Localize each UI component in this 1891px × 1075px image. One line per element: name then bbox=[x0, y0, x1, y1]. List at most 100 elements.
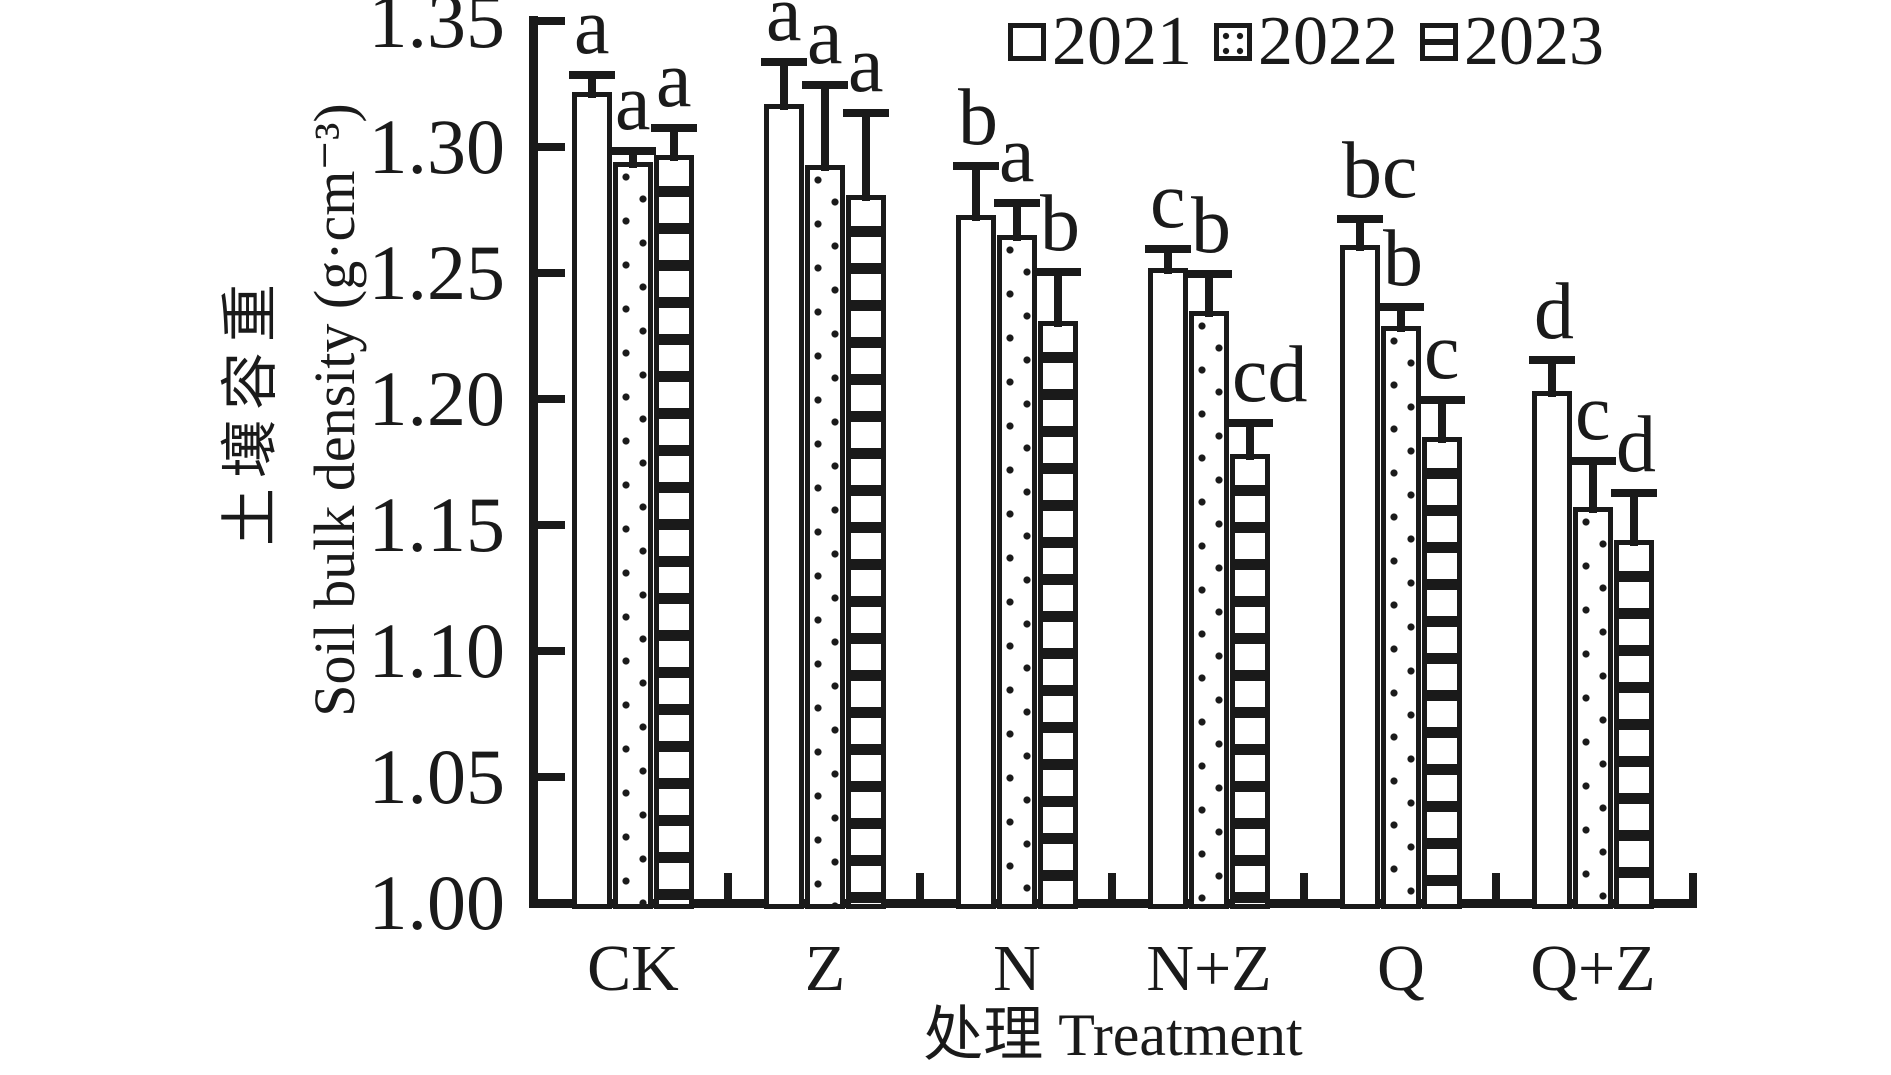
y-axis-tick bbox=[538, 17, 565, 25]
error-cap-Q-2023 bbox=[1419, 396, 1465, 405]
x-category-label-N: N bbox=[993, 932, 1041, 1005]
sig-letter-N+Z-2022: b bbox=[1191, 182, 1231, 271]
error-stem-CK-2022 bbox=[629, 154, 637, 169]
error-stem-Z-2021 bbox=[780, 66, 788, 111]
y-axis-tick bbox=[538, 773, 565, 781]
error-stem-Z-2022 bbox=[821, 89, 829, 171]
bar-N-2022 bbox=[997, 235, 1037, 909]
bar-N-2021 bbox=[956, 215, 996, 909]
bar-N+Z-2021 bbox=[1148, 267, 1188, 909]
x-group-tick bbox=[916, 873, 924, 899]
bar-CK-2022 bbox=[613, 162, 653, 909]
y-tick-label-1.35: 1.35 bbox=[368, 0, 506, 64]
x-group-tick bbox=[1492, 873, 1500, 899]
legend-swatch-2021-icon bbox=[1008, 23, 1046, 61]
y-axis-tick bbox=[538, 899, 565, 907]
sig-letter-Q-2022: b bbox=[1383, 214, 1423, 303]
bar-Z-2021 bbox=[764, 104, 804, 909]
legend: 2021 2022 2023 bbox=[1008, 4, 1626, 80]
error-cap-CK-2023 bbox=[651, 123, 697, 132]
y-tick-label-1.00: 1.00 bbox=[368, 859, 506, 946]
y-tick-label-1.30: 1.30 bbox=[368, 103, 506, 190]
sig-letter-N+Z-2023: cd bbox=[1232, 330, 1308, 419]
error-cap-N-2021 bbox=[953, 161, 999, 170]
sig-letter-CK-2023: a bbox=[656, 35, 692, 124]
y-tick-label-1.20: 1.20 bbox=[368, 355, 506, 442]
legend-label-2021: 2021 bbox=[1052, 3, 1192, 80]
error-stem-Q-2022 bbox=[1397, 310, 1405, 332]
bar-CK-2021 bbox=[572, 91, 612, 909]
error-stem-CK-2023 bbox=[670, 131, 678, 161]
bar-N+Z-2023 bbox=[1230, 454, 1270, 909]
y-tick-label-1.15: 1.15 bbox=[368, 481, 506, 568]
bar-N-2023 bbox=[1038, 320, 1078, 909]
y-axis-tick bbox=[538, 269, 565, 277]
sig-letter-N+Z-2021: c bbox=[1150, 156, 1186, 245]
x-group-tick bbox=[1108, 873, 1116, 899]
sig-letter-N-2022: a bbox=[999, 111, 1035, 200]
x-category-label-CK: CK bbox=[587, 932, 679, 1005]
sig-letter-N-2023: b bbox=[1040, 179, 1080, 268]
error-cap-Q+Z-2021 bbox=[1529, 355, 1575, 364]
x-group-tick bbox=[1300, 873, 1308, 899]
x-group-tick bbox=[724, 873, 732, 899]
error-cap-N-2023 bbox=[1035, 267, 1081, 276]
error-stem-Q+Z-2021 bbox=[1548, 363, 1556, 398]
error-stem-Q+Z-2022 bbox=[1589, 464, 1597, 514]
sig-letter-Q+Z-2021: d bbox=[1534, 267, 1574, 356]
sig-letter-Z-2021: a bbox=[766, 0, 802, 59]
error-cap-N+Z-2023 bbox=[1227, 418, 1273, 427]
x-axis-line bbox=[529, 899, 1697, 908]
legend-item-2021: 2021 bbox=[1008, 4, 1192, 80]
bar-N+Z-2022 bbox=[1189, 310, 1229, 909]
error-stem-N-2022 bbox=[1013, 207, 1021, 242]
error-stem-Q+Z-2023 bbox=[1630, 497, 1638, 547]
bar-Z-2023 bbox=[846, 194, 886, 909]
bar-Q+Z-2022 bbox=[1573, 507, 1613, 909]
error-stem-Z-2023 bbox=[862, 116, 870, 201]
error-cap-Q-2022 bbox=[1378, 302, 1424, 311]
error-stem-N-2021 bbox=[972, 169, 980, 222]
x-category-label-Z: Z bbox=[804, 932, 846, 1005]
error-cap-N-2022 bbox=[994, 199, 1040, 208]
sig-letter-N-2021: b bbox=[958, 73, 998, 162]
bar-Q-2023 bbox=[1422, 436, 1462, 909]
sig-letter-CK-2022: a bbox=[615, 58, 651, 147]
legend-label-2022: 2022 bbox=[1258, 3, 1398, 80]
y-tick-label-1.05: 1.05 bbox=[368, 733, 506, 820]
error-cap-Q-2021 bbox=[1337, 214, 1383, 223]
sig-letter-Q+Z-2022: c bbox=[1575, 368, 1611, 457]
bar-Q+Z-2021 bbox=[1532, 391, 1572, 909]
error-stem-N+Z-2023 bbox=[1246, 426, 1254, 461]
bar-Q+Z-2023 bbox=[1614, 540, 1654, 909]
error-cap-Z-2022 bbox=[802, 81, 848, 90]
error-stem-N+Z-2021 bbox=[1164, 252, 1172, 274]
error-cap-N+Z-2022 bbox=[1186, 270, 1232, 279]
y-axis-tick bbox=[538, 143, 565, 151]
sig-letter-Q-2021: bc bbox=[1342, 126, 1418, 215]
y-tick-label-1.25: 1.25 bbox=[368, 229, 506, 316]
bar-Q-2021 bbox=[1340, 245, 1380, 909]
error-cap-CK-2022 bbox=[610, 146, 656, 155]
error-stem-Q-2023 bbox=[1438, 404, 1446, 443]
y-axis-tick bbox=[538, 647, 565, 655]
x-category-label-Q: Q bbox=[1377, 932, 1425, 1005]
sig-letter-Z-2023: a bbox=[848, 20, 884, 109]
x-category-label-N+Z: N+Z bbox=[1146, 932, 1272, 1005]
error-stem-CK-2021 bbox=[588, 78, 596, 98]
legend-label-2023: 2023 bbox=[1464, 3, 1604, 80]
x-axis-title: 处理 Treatment bbox=[923, 1002, 1303, 1068]
legend-item-2023: 2023 bbox=[1420, 4, 1604, 80]
sig-letter-Q-2023: c bbox=[1424, 308, 1460, 397]
y-tick-label-1.10: 1.10 bbox=[368, 607, 506, 694]
sig-letter-Z-2022: a bbox=[807, 0, 843, 82]
y-axis-tick bbox=[538, 395, 565, 403]
bar-Z-2022 bbox=[805, 164, 845, 909]
legend-item-2022: 2022 bbox=[1214, 4, 1398, 80]
x-axis-end-tick bbox=[1689, 873, 1697, 899]
error-cap-Q+Z-2022 bbox=[1570, 456, 1616, 465]
error-cap-N+Z-2021 bbox=[1145, 244, 1191, 253]
legend-swatch-2022-icon bbox=[1214, 23, 1252, 61]
y-axis-tick bbox=[538, 521, 565, 529]
